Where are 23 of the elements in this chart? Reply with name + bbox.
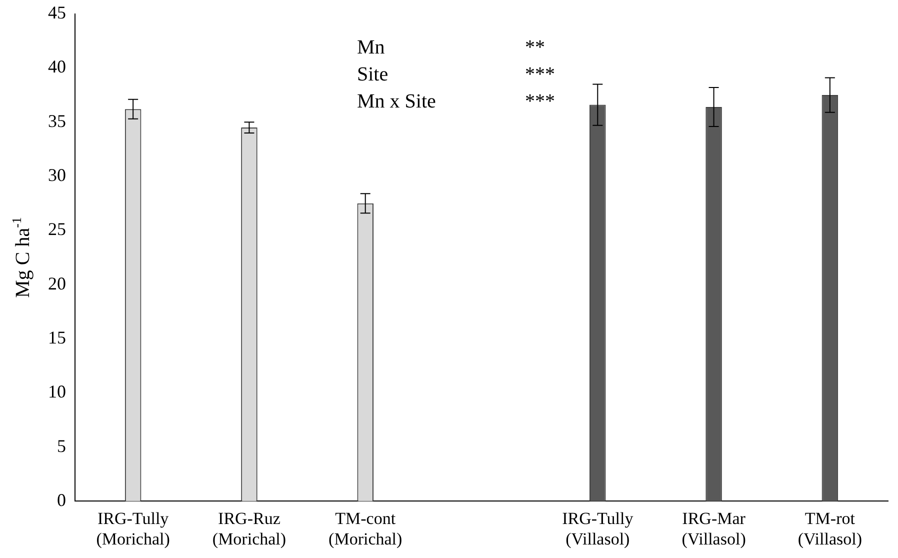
y-tick-label: 45 (48, 2, 66, 23)
y-tick-label: 0 (57, 490, 66, 510)
x-tick-label: TM-cont (Morichal) (328, 508, 402, 548)
x-tick-label: IRG-Ruz (Morichal) (212, 508, 286, 548)
annotation: Mn x Site (357, 90, 436, 112)
y-tick-label: 40 (48, 56, 66, 77)
y-tick-label: 25 (48, 219, 66, 240)
y-tick-label: 20 (48, 273, 66, 294)
x-tick-label: IRG-Mar (Villasol) (682, 508, 746, 548)
annotation: *** (525, 63, 555, 86)
annotation: Site (357, 63, 388, 86)
y-tick-label: 10 (48, 382, 66, 402)
annotation: Mn (357, 36, 385, 58)
y-tick-label: 30 (48, 165, 66, 185)
y-tick-label: 15 (48, 327, 66, 348)
annotation: ** (525, 36, 545, 58)
x-tick-label: IRG-Tully (Morichal) (96, 508, 170, 548)
y-axis-title: Mg C ha-1 (9, 217, 34, 298)
y-tick-label: 5 (57, 436, 66, 456)
y-tick-label: 35 (48, 110, 66, 131)
x-tick-label: IRG-Tully (Villasol) (562, 508, 634, 548)
annotation: *** (525, 90, 555, 112)
x-tick-label: TM-rot (Villasol) (798, 508, 862, 548)
